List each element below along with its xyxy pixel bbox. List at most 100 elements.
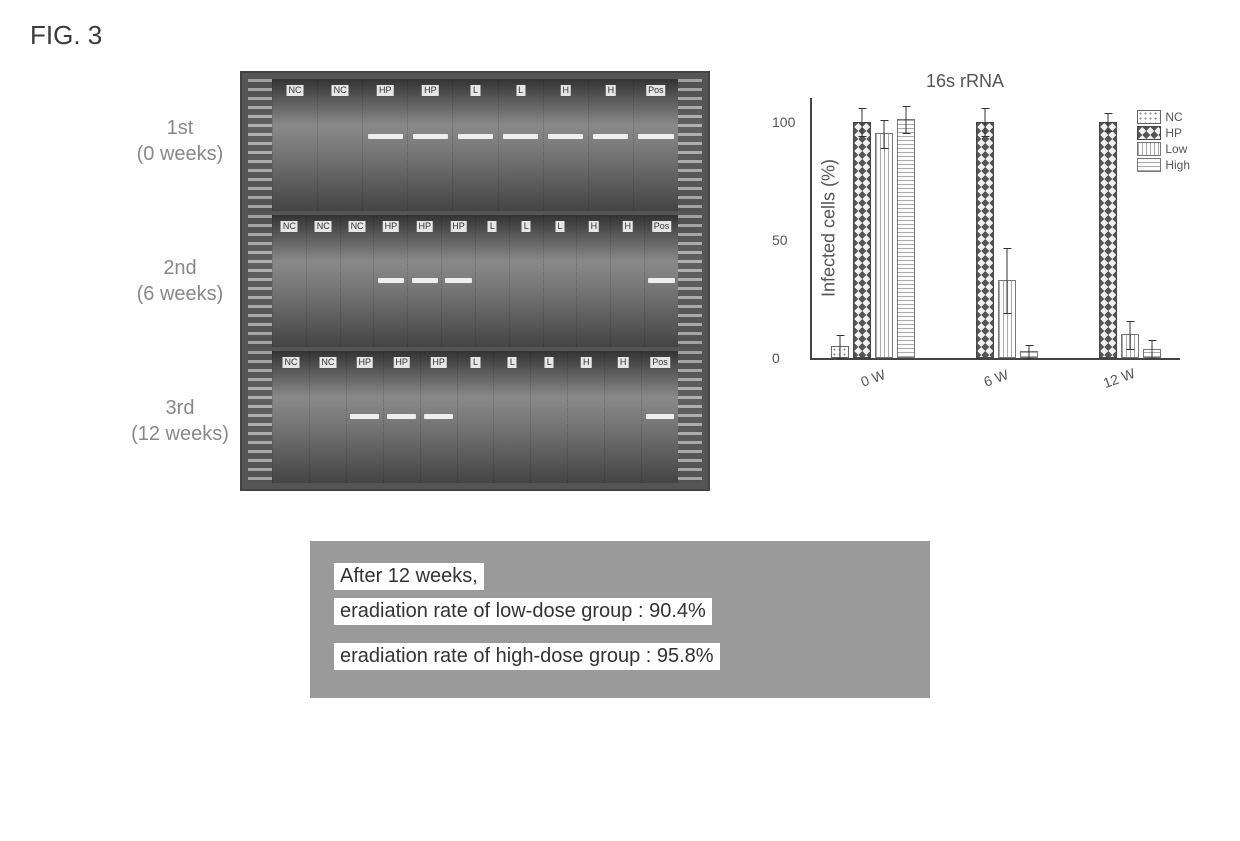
- bar-Low: [875, 133, 893, 358]
- lane-tag: HP: [422, 85, 439, 96]
- legend-label: Low: [1165, 142, 1187, 156]
- gel-band: [413, 134, 448, 139]
- ladder: [248, 215, 272, 347]
- gel-lane: NC: [317, 79, 362, 211]
- gel-row: NCNCHPHPLLHHPos: [248, 79, 702, 211]
- ladder: [248, 79, 272, 211]
- gel-row-labels: 1st(0 weeks)2nd(6 weeks)3rd(12 weeks): [120, 71, 240, 491]
- legend-label: HP: [1165, 126, 1182, 140]
- xlabel: 0 W: [859, 366, 888, 390]
- xlabel: 6 W: [982, 366, 1011, 390]
- lane-tag: HP: [383, 221, 400, 232]
- lane-tag: HP: [450, 221, 467, 232]
- bar-NC: [954, 357, 972, 358]
- caption-line-3: eradiation rate of high-dose group : 95.…: [334, 643, 720, 670]
- lane-tag: Pos: [650, 357, 670, 368]
- gel-lane: HP: [441, 215, 475, 347]
- lane-tag: H: [618, 357, 629, 368]
- gel-lane: L: [493, 351, 530, 483]
- figure-label: FIG. 3: [30, 20, 1220, 51]
- legend-swatch: [1137, 158, 1161, 172]
- gel-lane: NC: [309, 351, 346, 483]
- error-bar: [1029, 345, 1030, 359]
- lane-tag: NC: [315, 221, 332, 232]
- gel-lane: HP: [407, 79, 452, 211]
- bar-NC: [831, 346, 849, 358]
- gel-lane: L: [475, 215, 509, 347]
- lane-tag: NC: [332, 85, 349, 96]
- lane-tag: H: [606, 85, 617, 96]
- gel-panel: NCNCHPHPLLHHPosNCNCNCHPHPHPLLLHHPosNCNCH…: [240, 71, 710, 491]
- gel-lane: HP: [346, 351, 383, 483]
- bar-NC: [1077, 357, 1095, 358]
- bar-HP: [853, 122, 871, 358]
- lane-tag: L: [516, 85, 525, 96]
- gel-band: [646, 414, 675, 419]
- lane-tag: L: [488, 221, 497, 232]
- gel-lane: NC: [272, 215, 306, 347]
- gel-lane: HP: [373, 215, 407, 347]
- lane-tag: L: [471, 85, 480, 96]
- content-row: 1st(0 weeks)2nd(6 weeks)3rd(12 weeks) NC…: [120, 71, 1220, 491]
- error-bar: [906, 106, 907, 134]
- bar-chart: Infected cells (%) 0 W6 W12 W 050100: [810, 98, 1180, 360]
- gel-lane: H: [604, 351, 641, 483]
- gel-lane: H: [610, 215, 644, 347]
- gel-band: [593, 134, 628, 139]
- legend-swatch: [1137, 142, 1161, 156]
- gel-lane: H: [576, 215, 610, 347]
- gel-band: [350, 414, 379, 419]
- gel-band: [503, 134, 538, 139]
- legend-swatch: [1137, 110, 1161, 124]
- bar-High: [1143, 349, 1161, 358]
- lane-tag: L: [556, 221, 565, 232]
- bar-Low: [1121, 334, 1139, 358]
- error-bar: [884, 120, 885, 148]
- bar-High: [1020, 351, 1038, 358]
- ytick: 50: [772, 232, 788, 248]
- caption-line-2: eradiation rate of low-dose group : 90.4…: [334, 598, 712, 625]
- lane-tag: H: [560, 85, 571, 96]
- gel-lanes: NCNCHPHPLLHHPos: [272, 79, 678, 211]
- gel-row: NCNCHPHPHPLLLHHPos: [248, 351, 702, 483]
- error-bar: [840, 335, 841, 359]
- lane-tag: HP: [393, 357, 410, 368]
- lane-tag: NC: [287, 85, 304, 96]
- gel-lane: L: [457, 351, 494, 483]
- chart-area: 16s rRNA Infected cells (%) 0 W6 W12 W 0…: [750, 71, 1180, 360]
- gel-lane: NC: [272, 79, 317, 211]
- chart-title: 16s rRNA: [750, 71, 1180, 92]
- gel-band: [424, 414, 453, 419]
- gel-lane: HP: [407, 215, 441, 347]
- legend-row: High: [1137, 158, 1190, 172]
- gel-row-label: 3rd(12 weeks): [120, 395, 240, 447]
- caption-line-1: After 12 weeks,: [334, 563, 484, 590]
- ladder: [678, 79, 702, 211]
- legend-label: High: [1165, 158, 1190, 172]
- legend-label: NC: [1165, 110, 1182, 124]
- gel-band: [458, 134, 493, 139]
- gel-lane: NC: [306, 215, 340, 347]
- ladder: [678, 351, 702, 483]
- gel-lane: H: [543, 79, 588, 211]
- gel-band: [445, 278, 471, 283]
- gel-lanes: NCNCNCHPHPHPLLLHHPos: [272, 215, 678, 347]
- lane-tag: HP: [357, 357, 374, 368]
- error-bar: [862, 108, 863, 136]
- gel-lane: HP: [383, 351, 420, 483]
- bar-HP: [976, 122, 994, 358]
- gel-band: [378, 278, 404, 283]
- error-bar: [1107, 113, 1108, 132]
- ladder: [248, 351, 272, 483]
- gel-band: [412, 278, 438, 283]
- chart-group: 6 W: [935, 98, 1058, 358]
- legend-row: HP: [1137, 126, 1190, 140]
- gel-lanes: NCNCHPHPHPLLLHHPos: [272, 351, 678, 483]
- gel-band: [648, 278, 674, 283]
- legend-row: Low: [1137, 142, 1190, 156]
- gel-lane: HP: [362, 79, 407, 211]
- lane-tag: Pos: [652, 221, 672, 232]
- bar-High: [897, 119, 915, 358]
- lane-tag: NC: [281, 221, 298, 232]
- gel-wrap: 1st(0 weeks)2nd(6 weeks)3rd(12 weeks) NC…: [120, 71, 710, 491]
